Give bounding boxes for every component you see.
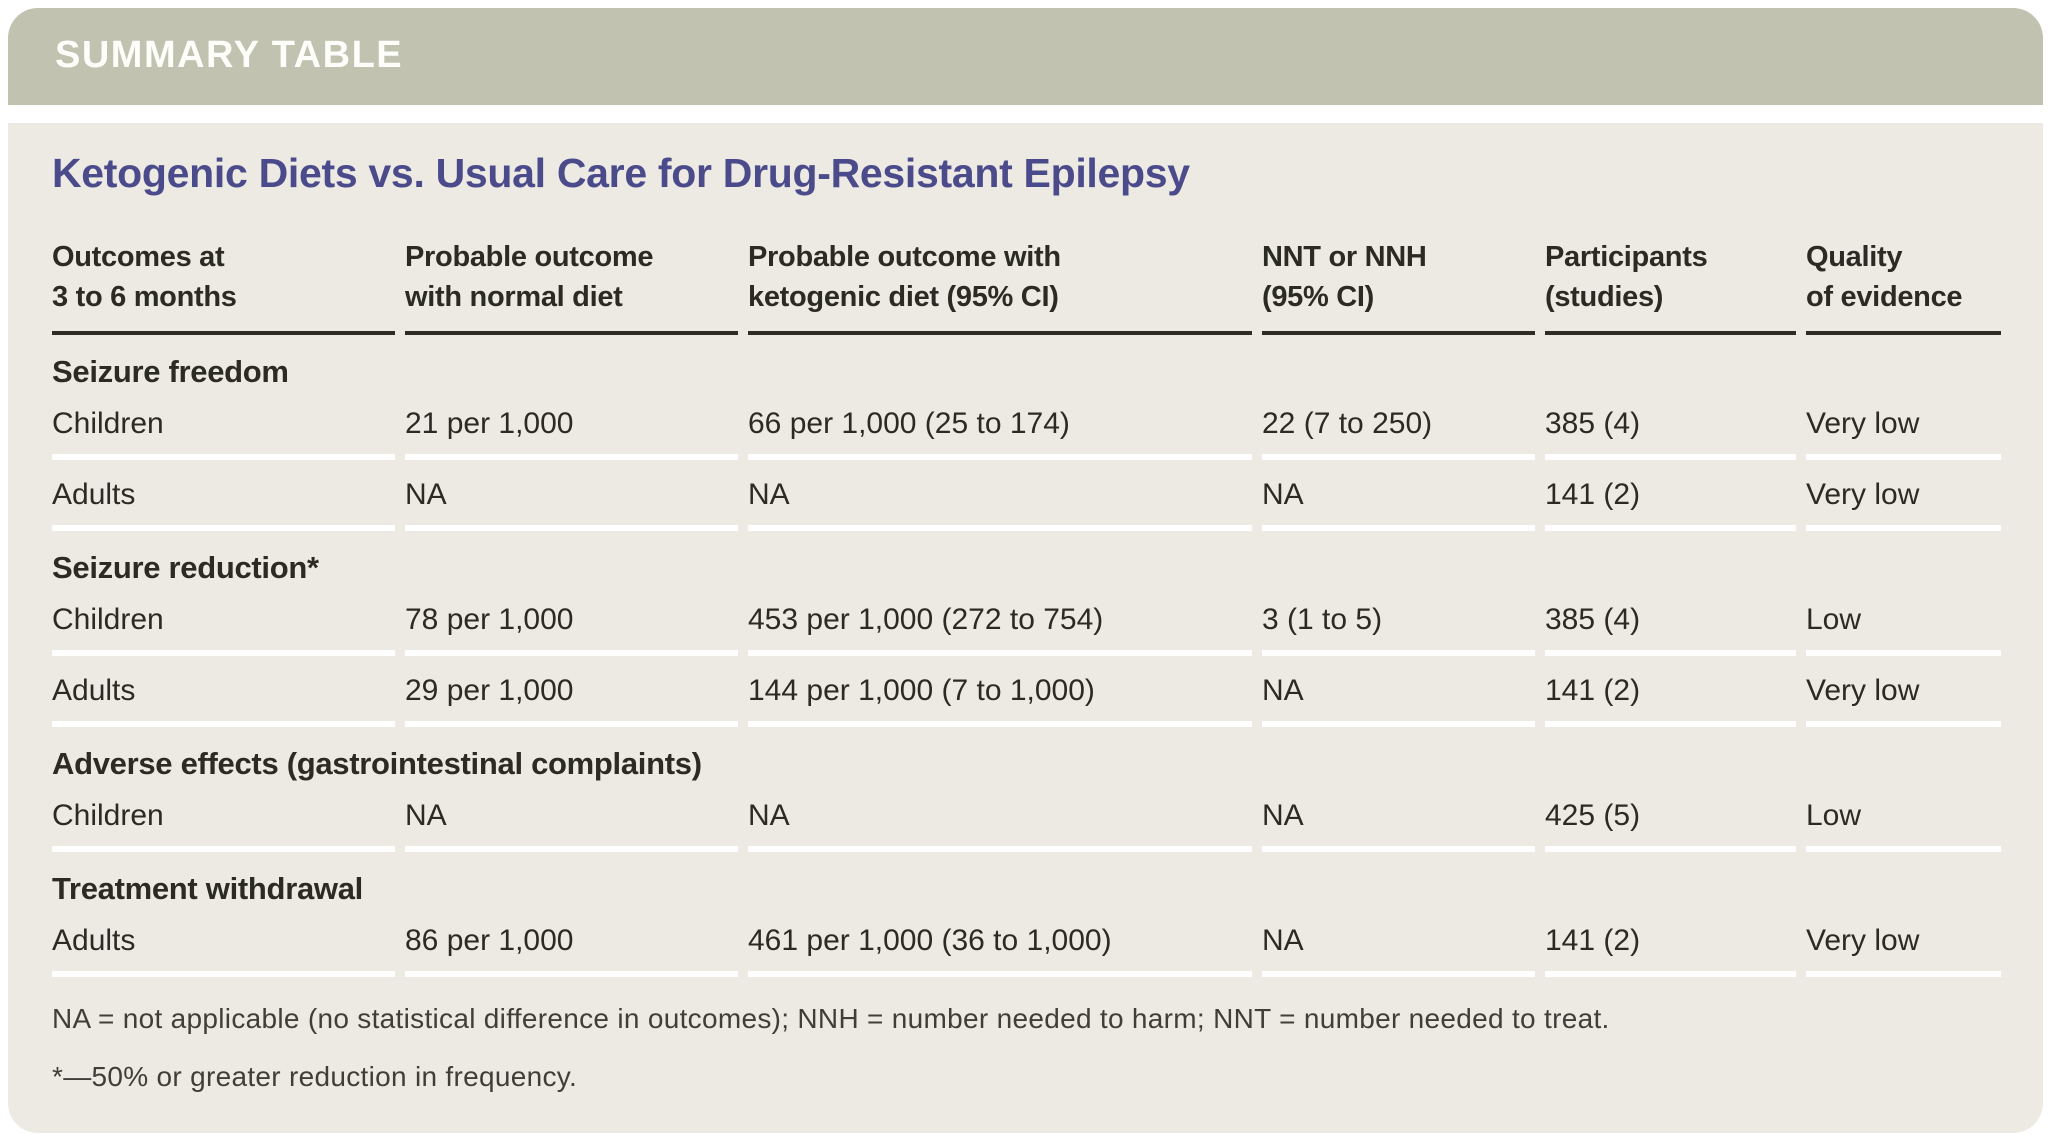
cell-outcome: Children	[52, 781, 395, 852]
cell-quality: Very low	[1806, 906, 2001, 977]
data-row: Adults 29 per 1,000 144 per 1,000 (7 to 1,…	[52, 656, 2001, 727]
column-header: Probable outcome with ketogenic diet (95…	[748, 213, 1252, 335]
cell-ketogenic-diet: NA	[748, 460, 1252, 531]
section-header-row: Seizure freedom	[52, 335, 2001, 389]
section-header-row: Seizure reduction*	[52, 531, 2001, 585]
footnote-asterisk: *—50% or greater reduction in frequency.	[52, 1061, 578, 1092]
cell-ketogenic-diet: NA	[748, 781, 1252, 852]
data-row: Children NA NA NA 425 (5) Low	[52, 781, 2001, 852]
cell-quality: Low	[1806, 781, 2001, 852]
cell-ketogenic-diet: 144 per 1,000 (7 to 1,000)	[748, 656, 1252, 727]
cell-outcome: Adults	[52, 460, 395, 531]
section-header-row: Treatment withdrawal	[52, 852, 2001, 906]
banner-label: SUMMARY TABLE	[55, 34, 404, 76]
cell-normal-diet: 86 per 1,000	[405, 906, 738, 977]
cell-normal-diet: NA	[405, 781, 738, 852]
cell-outcome: Adults	[52, 656, 395, 727]
cell-normal-diet: 78 per 1,000	[405, 585, 738, 656]
section-header: Seizure reduction*	[52, 550, 319, 585]
summary-table-banner: SUMMARY TABLE	[8, 8, 2043, 105]
summary-table: Outcomes at 3 to 6 months Probable outcom…	[42, 213, 2011, 977]
data-row: Children 78 per 1,000 453 per 1,000 (272 t…	[52, 585, 2001, 656]
cell-nnt-nnh: NA	[1262, 781, 1535, 852]
cell-quality: Low	[1806, 585, 2001, 656]
section-header: Seizure freedom	[52, 354, 289, 389]
cell-normal-diet: 21 per 1,000	[405, 389, 738, 460]
table-title: Ketogenic Diets vs. Usual Care for Drug-…	[52, 150, 1190, 196]
cell-participants: 141 (2)	[1545, 460, 1796, 531]
cell-nnt-nnh: NA	[1262, 906, 1535, 977]
column-header: Outcomes at 3 to 6 months	[52, 213, 395, 335]
cell-outcome: Adults	[52, 906, 395, 977]
cell-ketogenic-diet: 453 per 1,000 (272 to 754)	[748, 585, 1252, 656]
cell-participants: 141 (2)	[1545, 656, 1796, 727]
column-header: NNT or NNH (95% CI)	[1262, 213, 1535, 335]
data-row: Adults 86 per 1,000 461 per 1,000 (36 to 1…	[52, 906, 2001, 977]
cell-outcome: Children	[52, 389, 395, 460]
column-header: Probable outcome with normal diet	[405, 213, 738, 335]
column-header-row: Outcomes at 3 to 6 months Probable outcom…	[52, 213, 2001, 335]
cell-nnt-nnh: NA	[1262, 656, 1535, 727]
cell-nnt-nnh: 22 (7 to 250)	[1262, 389, 1535, 460]
table-card: Ketogenic Diets vs. Usual Care for Drug-…	[8, 123, 2043, 1133]
data-row: Adults NA NA NA 141 (2) Very low	[52, 460, 2001, 531]
column-header: Participants (studies)	[1545, 213, 1796, 335]
cell-normal-diet: NA	[405, 460, 738, 531]
data-row: Children 21 per 1,000 66 per 1,000 (25 to …	[52, 389, 2001, 460]
cell-quality: Very low	[1806, 389, 2001, 460]
footnote-abbreviations: NA = not applicable (no statistical diff…	[52, 1003, 1610, 1034]
section-header: Adverse effects (gastrointestinal compla…	[52, 746, 702, 781]
cell-quality: Very low	[1806, 460, 2001, 531]
cell-participants: 425 (5)	[1545, 781, 1796, 852]
table-header: Outcomes at 3 to 6 months Probable outcom…	[52, 213, 2001, 335]
cell-nnt-nnh: NA	[1262, 460, 1535, 531]
column-header: Quality of evidence	[1806, 213, 2001, 335]
cell-normal-diet: 29 per 1,000	[405, 656, 738, 727]
section-header-row: Adverse effects (gastrointestinal compla…	[52, 727, 2001, 781]
cell-quality: Very low	[1806, 656, 2001, 727]
table-body: Seizure freedom Children 21 per 1,000 66 pe…	[52, 335, 2001, 977]
cell-participants: 385 (4)	[1545, 585, 1796, 656]
cell-participants: 141 (2)	[1545, 906, 1796, 977]
cell-ketogenic-diet: 66 per 1,000 (25 to 174)	[748, 389, 1252, 460]
cell-ketogenic-diet: 461 per 1,000 (36 to 1,000)	[748, 906, 1252, 977]
cell-participants: 385 (4)	[1545, 389, 1796, 460]
cell-nnt-nnh: 3 (1 to 5)	[1262, 585, 1535, 656]
cell-outcome: Children	[52, 585, 395, 656]
section-header: Treatment withdrawal	[52, 871, 363, 906]
